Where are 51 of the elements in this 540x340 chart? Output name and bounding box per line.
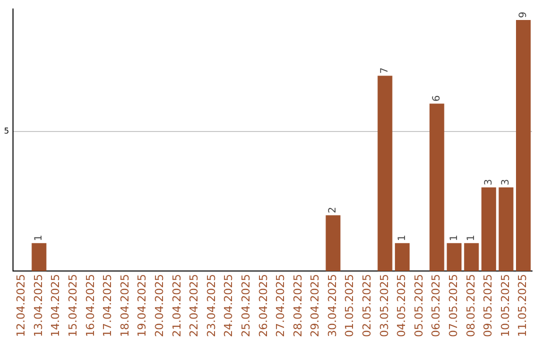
x-tick-label: 26.04.2025 — [256, 274, 270, 338]
x-tick-label: 09.05.2025 — [482, 274, 495, 338]
x-tick-label: 04.05.2025 — [395, 274, 408, 338]
y-tick-label: 5 — [4, 126, 10, 136]
data-label: 1 — [396, 234, 408, 242]
x-tick-label: 10.05.2025 — [498, 274, 512, 338]
x-tick-label: 03.05.2025 — [378, 274, 391, 338]
x-tick-label: 28.04.2025 — [291, 274, 304, 338]
x-tick-label: 20.04.2025 — [152, 274, 166, 338]
x-tick-label: 08.05.2025 — [464, 274, 478, 338]
x-tick-label: 16.04.2025 — [84, 274, 97, 338]
x-tick-label: 29.04.2025 — [308, 274, 322, 338]
x-tick-label: 19.04.2025 — [136, 274, 149, 338]
x-tick-label: 18.04.2025 — [118, 274, 132, 338]
x-tick-label: 21.04.2025 — [170, 274, 184, 338]
data-label: 7 — [380, 67, 391, 74]
x-tick-label: 06.05.2025 — [430, 274, 443, 338]
bar — [32, 243, 46, 272]
bar — [516, 20, 531, 272]
x-tick-label: 24.04.2025 — [222, 274, 236, 338]
data-label: 1 — [466, 234, 478, 242]
bar — [481, 187, 496, 272]
data-label: 3 — [500, 178, 512, 186]
x-tick-label: 05.05.2025 — [412, 274, 426, 338]
data-label: 6 — [431, 95, 442, 102]
x-tick-label: 11.05.2025 — [516, 274, 530, 338]
x-tick-label: 12.04.2025 — [14, 274, 28, 338]
bar — [394, 243, 410, 272]
x-tick-label: 07.05.2025 — [447, 274, 460, 338]
bar — [430, 104, 444, 272]
data-label: 1 — [448, 234, 460, 242]
x-tick-label: 01.05.2025 — [343, 274, 356, 338]
x-tick-label: 25.04.2025 — [239, 274, 252, 338]
x-tick-label: 22.04.2025 — [188, 274, 201, 338]
x-tick-label: 13.04.2025 — [32, 274, 45, 338]
bar — [446, 243, 462, 272]
x-tick-label: 02.05.2025 — [360, 274, 374, 338]
x-tick-label: 15.04.2025 — [66, 274, 80, 338]
data-label: 2 — [328, 206, 339, 214]
bar — [326, 215, 340, 272]
x-tick-label: 17.04.2025 — [101, 274, 114, 338]
x-tick-label: 23.04.2025 — [204, 274, 218, 338]
data-label: 3 — [483, 178, 494, 186]
bar — [498, 187, 514, 272]
x-tick-label: 27.04.2025 — [274, 274, 288, 338]
data-label: 9 — [518, 12, 529, 18]
x-tick-label: 14.04.2025 — [49, 274, 62, 338]
x-tick-label: 30.04.2025 — [326, 274, 339, 338]
data-label: 1 — [34, 234, 45, 242]
bar — [378, 76, 392, 272]
bar — [464, 243, 479, 272]
